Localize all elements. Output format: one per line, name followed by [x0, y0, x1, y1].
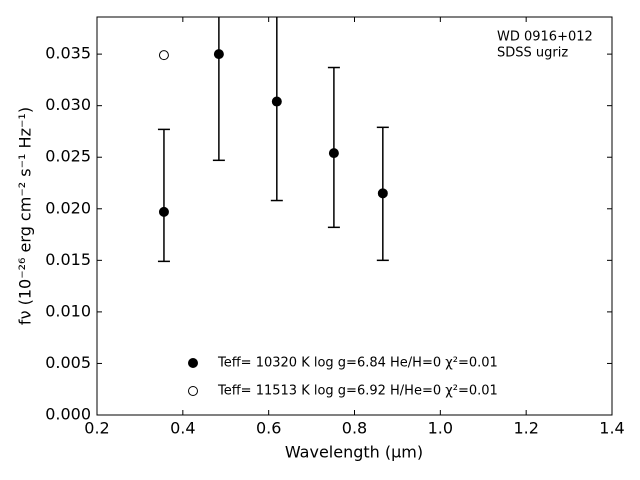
legend-marker [188, 386, 198, 396]
point [328, 148, 339, 159]
x-tick-label: 1.2 [513, 419, 538, 438]
y-tick-label: 0.015 [45, 250, 91, 269]
point [213, 49, 224, 60]
y-tick-label: 0.005 [45, 353, 91, 372]
annotation: SDSS ugriz [497, 46, 568, 61]
y-tick-label: 0.000 [45, 405, 91, 424]
legend-label: Teff= 11513 K log g=6.92 H/He=0 χ²=0.01 [217, 384, 498, 399]
y-tick-label: 0.035 [45, 44, 91, 63]
point [158, 206, 169, 217]
x-tick-label: 0.8 [342, 419, 367, 438]
x-tick-label: 1.0 [428, 419, 453, 438]
y-tick-label: 0.025 [45, 147, 91, 166]
x-tick-label: 1.4 [599, 419, 624, 438]
x-tick-label: 0.6 [256, 419, 281, 438]
x-axis-label: Wavelength (μm) [285, 443, 423, 462]
x-tick-label: 0.4 [170, 419, 195, 438]
y-axis-label: fν (10⁻²⁶ erg cm⁻² s⁻¹ Hz⁻¹) [16, 107, 35, 325]
y-tick-label: 0.010 [45, 301, 91, 320]
y-tick-label: 0.020 [45, 198, 91, 217]
x-tick-label: 0.2 [84, 419, 109, 438]
point [158, 50, 169, 61]
point [271, 96, 282, 107]
legend-label: Teff= 10320 K log g=6.84 He/H=0 χ²=0.01 [217, 356, 498, 371]
y-tick-label: 0.030 [45, 95, 91, 114]
annotation: WD 0916+012 [497, 30, 593, 45]
point [377, 188, 388, 199]
legend-marker [188, 358, 198, 368]
